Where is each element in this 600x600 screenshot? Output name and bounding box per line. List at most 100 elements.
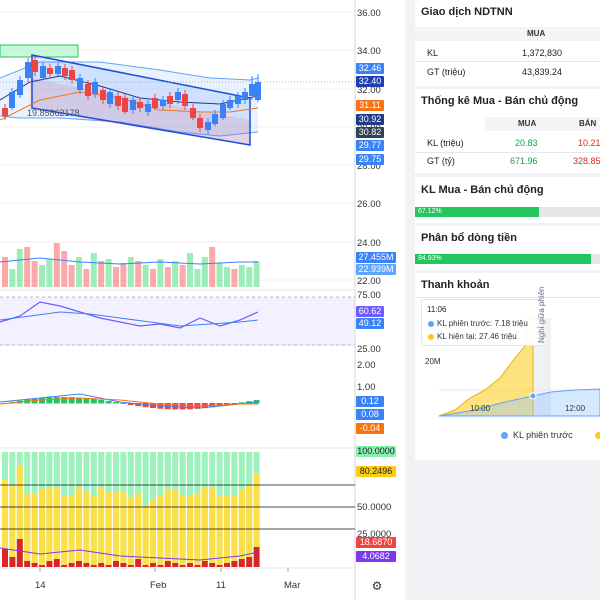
stoch-axis-label: 50.0000 (357, 502, 392, 513)
candle-body (152, 98, 158, 108)
flow-bar-red (127, 565, 134, 567)
flow-bar-yellow (164, 489, 171, 561)
active-table-header: MUA BÁN (485, 117, 600, 131)
stoch-badges-item: 18.6870 (356, 537, 396, 548)
tooltip-time: 11:06 (427, 305, 447, 314)
candle-body (85, 84, 91, 96)
candle-body (115, 96, 121, 106)
flow-bar-red (61, 565, 68, 567)
price-axis-label: 22.00 (357, 276, 381, 287)
volume-bar (24, 247, 31, 287)
foreign-trading-title: Giao dịch NDTNN (421, 6, 513, 18)
flow-bar-yellow (61, 495, 68, 565)
volume-bar (105, 259, 112, 287)
flow-bar-red (46, 561, 53, 567)
flow-bar-yellow (253, 473, 260, 547)
flow-bar-red (9, 557, 16, 567)
flow-bar-yellow (113, 491, 119, 561)
candle-body (55, 66, 61, 74)
candle-body (182, 94, 188, 106)
macd-histogram-bar (46, 397, 53, 404)
macd-histogram-bar (61, 397, 68, 404)
macd-histogram-bar (172, 403, 179, 410)
active-row-divider (415, 152, 600, 153)
foreign-row-divider (415, 61, 600, 62)
flow-bar-red (216, 565, 223, 567)
volume-bar (127, 257, 134, 287)
volume-bar (9, 269, 16, 287)
chart-area[interactable]: 36.0034.0032.0030.0028.0026.0024.0022.00… (0, 0, 405, 600)
volume-bar (224, 267, 230, 287)
settings-gear-icon[interactable]: ⚙ (371, 579, 383, 593)
macd-histogram-bar (31, 398, 38, 404)
volume-bar (201, 257, 208, 287)
volume-bar (2, 257, 8, 287)
flow-bar-yellow (9, 485, 16, 557)
volume-bar (68, 265, 75, 287)
flow-bar-red (120, 563, 127, 567)
active-col-ban: BÁN (579, 119, 597, 128)
active-row-gt-label: GT (tỷ) (427, 156, 455, 166)
date-label: Feb (150, 580, 167, 591)
stoch-badges-item: 100.0000 (356, 446, 396, 457)
candle-body (25, 62, 31, 78)
price-badges-item: 31.11 (356, 100, 384, 111)
active-row-kl-ban: 10.21 (578, 138, 600, 148)
bollinger-upper (0, 61, 259, 81)
flow-bar-red (98, 563, 105, 567)
volume-bar (135, 261, 142, 287)
flow-bar-red (2, 549, 8, 567)
candle-body (197, 118, 203, 128)
macd-axis-label: 1.00 (357, 382, 376, 393)
price-badges-item: 30.82 (356, 127, 384, 138)
volume-bar (238, 265, 245, 287)
candle-body (249, 84, 255, 96)
candle-body (227, 100, 233, 108)
flow-bar-red (31, 563, 38, 567)
money-flow-percent: 94.93% (418, 255, 442, 262)
candle-body (242, 92, 248, 100)
flow-bar-red (16, 539, 23, 567)
flow-bar-red (187, 563, 193, 567)
kl-active-bar: 67.12% (415, 207, 600, 217)
liquidity-title-divider (415, 297, 600, 298)
flow-bar-yellow (53, 487, 60, 559)
flow-bar-red (24, 561, 31, 567)
active-row-gt-ban: 328.85 (573, 156, 600, 166)
macd-histogram-bar (68, 397, 75, 404)
volume-ma-line (0, 257, 258, 265)
volume-bar (164, 267, 171, 287)
candle-body (160, 100, 166, 106)
liquidity-chart[interactable] (415, 298, 600, 428)
flow-bar-yellow (39, 489, 45, 565)
volume-bar (39, 265, 45, 287)
flow-bar-red (231, 561, 238, 567)
flow-bar-red (224, 563, 230, 567)
price-badges-item: 30.92 (356, 114, 384, 125)
tooltip-prev-dot-icon (428, 321, 434, 327)
flow-bar-red (209, 563, 216, 567)
foreign-row-kl-value: 1,372,830 (522, 48, 563, 58)
macd-histogram-bar (120, 403, 127, 404)
candle-body (40, 66, 46, 78)
candle-body (100, 90, 106, 100)
macd-histogram-bar (127, 403, 134, 406)
volume-bar (83, 269, 90, 287)
price-chart-canvas[interactable] (0, 0, 405, 600)
tooltip-prev-text: KL phiên trước: 7.18 triệu (437, 319, 528, 328)
foreign-table-header: MUA (415, 27, 600, 41)
flow-bar-red (253, 547, 260, 567)
candle-body (220, 104, 226, 118)
flow-bar-yellow (16, 465, 23, 539)
macd-histogram-bar (113, 402, 119, 404)
flow-bar-yellow (246, 485, 253, 557)
rsi-badges-item: 49.12 (356, 318, 384, 329)
liquidity-break-label: Nghỉ giữa phiên (537, 286, 546, 343)
macd-badges-item: 0.08 (356, 409, 384, 420)
liq-hover-dot (529, 392, 537, 400)
flow-bar-yellow (31, 493, 38, 563)
volume-bar (31, 261, 38, 287)
candle-body (175, 92, 181, 100)
flow-bar-yellow (24, 493, 31, 561)
flow-bar-yellow (46, 487, 53, 561)
